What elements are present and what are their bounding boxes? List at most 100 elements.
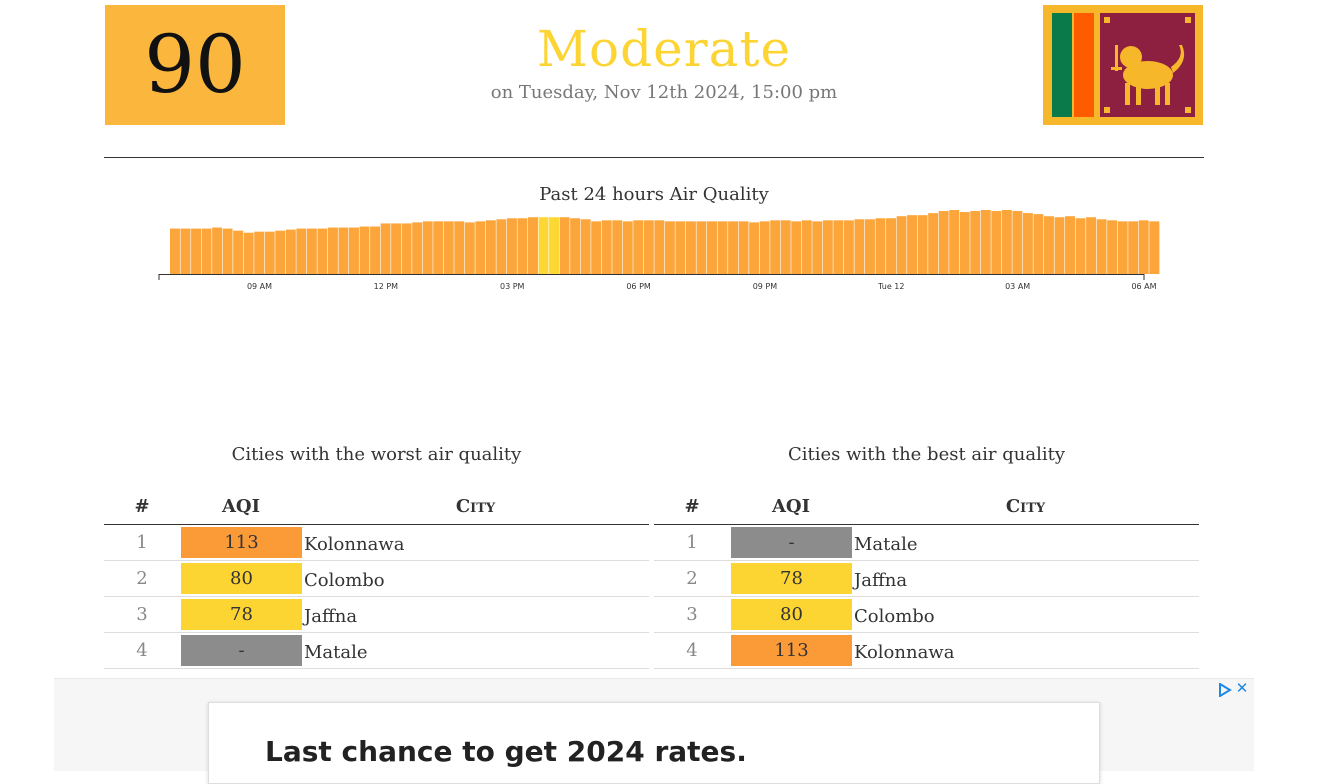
chart-bar[interactable] xyxy=(1076,218,1086,274)
chart-bar[interactable] xyxy=(739,221,749,274)
chart-bar[interactable] xyxy=(1033,214,1043,274)
city-link[interactable]: Kolonnawa xyxy=(304,534,404,555)
chart-bar[interactable] xyxy=(444,221,454,274)
chart-bar[interactable] xyxy=(770,220,780,274)
chart-bar[interactable] xyxy=(202,229,212,274)
chart-bar[interactable] xyxy=(338,228,348,274)
chart-bar[interactable] xyxy=(381,223,391,274)
chart-bar[interactable] xyxy=(423,221,433,274)
city-link[interactable]: Kolonnawa xyxy=(854,642,954,663)
chart-bar[interactable] xyxy=(654,220,664,274)
chart-bar[interactable] xyxy=(1002,210,1012,274)
chart-bar[interactable] xyxy=(749,222,759,274)
table-row[interactable]: 1-Matale xyxy=(654,525,1199,561)
city-link[interactable]: Jaffna xyxy=(304,606,357,627)
chart-bar[interactable] xyxy=(1118,221,1128,274)
ad-card[interactable]: Last chance to get 2024 rates. xyxy=(208,702,1100,784)
chart-bar[interactable] xyxy=(1128,221,1138,274)
chart-bar[interactable] xyxy=(918,215,928,274)
chart-bar[interactable] xyxy=(665,221,675,274)
chart-bar[interactable] xyxy=(907,215,917,274)
chart-bar[interactable] xyxy=(802,220,812,274)
chart-bar[interactable] xyxy=(360,227,370,274)
chart-bar[interactable] xyxy=(244,233,254,274)
chart-bar[interactable] xyxy=(465,222,475,274)
chart-bar[interactable] xyxy=(528,217,538,274)
chart-bar[interactable] xyxy=(1149,221,1159,274)
chart-bar[interactable] xyxy=(1086,217,1096,274)
chart-bar[interactable] xyxy=(307,229,317,274)
chart-bar[interactable] xyxy=(949,210,959,274)
chart-bar[interactable] xyxy=(233,231,243,274)
chart-bar[interactable] xyxy=(539,217,549,274)
chart-bar[interactable] xyxy=(1012,211,1022,274)
chart-bar[interactable] xyxy=(960,212,970,274)
chart-bar[interactable] xyxy=(412,222,422,274)
chart-bar[interactable] xyxy=(718,221,728,274)
chart-bar[interactable] xyxy=(633,220,643,274)
chart-bar[interactable] xyxy=(1065,216,1075,274)
chart-bar[interactable] xyxy=(697,221,707,274)
chart-bar[interactable] xyxy=(370,227,380,274)
chart-bar[interactable] xyxy=(612,220,622,274)
city-link[interactable]: Jaffna xyxy=(854,570,907,591)
chart-bar[interactable] xyxy=(581,219,591,274)
chart-bar[interactable] xyxy=(286,230,296,274)
chart-bar[interactable] xyxy=(275,231,285,274)
chart-bar[interactable] xyxy=(402,223,412,274)
chart-bar[interactable] xyxy=(475,221,485,274)
chart-bar[interactable] xyxy=(854,219,864,274)
chart-bar[interactable] xyxy=(833,220,843,274)
chart-bar[interactable] xyxy=(496,219,506,274)
chart-bar[interactable] xyxy=(1055,217,1065,274)
chart-bar[interactable] xyxy=(886,218,896,274)
chart-bar[interactable] xyxy=(549,217,559,274)
city-link[interactable]: Colombo xyxy=(304,570,385,591)
chart-bar[interactable] xyxy=(781,220,791,274)
chart-bar[interactable] xyxy=(760,221,770,274)
chart-bar[interactable] xyxy=(791,221,801,274)
chart-bar[interactable] xyxy=(191,229,201,274)
chart-bar[interactable] xyxy=(212,228,222,274)
chart-bar[interactable] xyxy=(507,218,517,274)
chart-bar[interactable] xyxy=(991,211,1001,274)
chart-bar[interactable] xyxy=(728,221,738,274)
chart-bar[interactable] xyxy=(328,228,338,274)
chart-bar[interactable] xyxy=(876,218,886,274)
chart-bar[interactable] xyxy=(349,228,359,274)
chart-bar[interactable] xyxy=(686,221,696,274)
chart-bar[interactable] xyxy=(865,219,875,274)
chart-bar[interactable] xyxy=(223,229,233,274)
chart-bar[interactable] xyxy=(602,220,612,274)
chart-bar[interactable] xyxy=(433,221,443,274)
city-link[interactable]: Matale xyxy=(854,534,918,555)
table-row[interactable]: 4-Matale xyxy=(104,633,649,669)
chart-bar[interactable] xyxy=(391,223,401,274)
chart-bar[interactable] xyxy=(675,221,685,274)
advertisement-banner[interactable]: ✕ Last chance to get 2024 rates. xyxy=(54,678,1254,771)
chart-bar[interactable] xyxy=(181,229,191,274)
chart-bar[interactable] xyxy=(981,210,991,274)
chart-bar[interactable] xyxy=(928,213,938,274)
city-link[interactable]: Matale xyxy=(304,642,368,663)
chart-bar[interactable] xyxy=(317,229,327,274)
chart-bar[interactable] xyxy=(1097,219,1107,274)
chart-bar[interactable] xyxy=(970,211,980,274)
chart-bar[interactable] xyxy=(170,229,180,274)
chart-bar[interactable] xyxy=(707,221,717,274)
chart-bar[interactable] xyxy=(897,216,907,274)
chart-bar[interactable] xyxy=(644,220,654,274)
chart-bar[interactable] xyxy=(296,229,306,274)
chart-bar[interactable] xyxy=(454,221,464,274)
chart-bar[interactable] xyxy=(1139,220,1149,274)
chart-bar[interactable] xyxy=(844,220,854,274)
chart-bar[interactable] xyxy=(812,221,822,274)
chart-bar[interactable] xyxy=(623,221,633,274)
chart-bar[interactable] xyxy=(486,220,496,274)
chart-bar[interactable] xyxy=(1044,216,1054,274)
